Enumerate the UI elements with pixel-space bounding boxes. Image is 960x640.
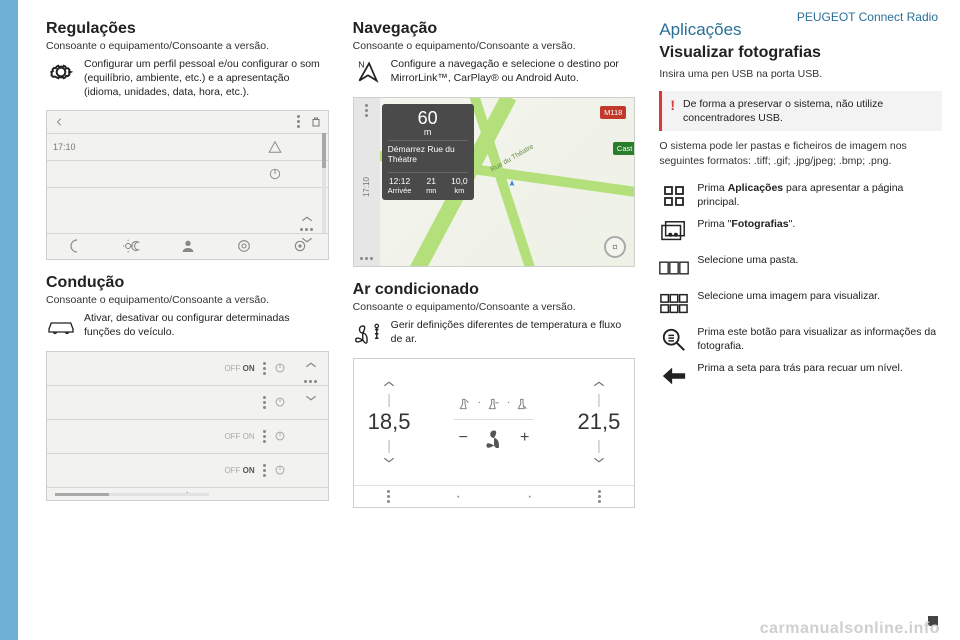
conducao-title: Condução [46, 274, 329, 292]
nav-distance: 60 [388, 109, 468, 127]
nav-destination: Démarrez Rue du Théatre [388, 140, 468, 164]
temp-left: 18,5 [368, 409, 411, 435]
temp-down-right[interactable] [592, 455, 606, 465]
apps-item: Prima Aplicações para apresentar a págin… [697, 181, 942, 209]
regulacoes-subtitle: Consoante o equipamento/Consoante a vers… [46, 40, 329, 52]
nav-menu-icon[interactable] [365, 104, 368, 117]
chevron-up-icon[interactable] [304, 360, 318, 370]
nav-sidebar: 17:10 [354, 98, 380, 266]
moon-icon[interactable] [67, 238, 83, 254]
column-2: Navegação Consoante o equipamento/Consoa… [353, 12, 636, 640]
ac-desc: Gerir definições diferentes de temperatu… [391, 318, 636, 346]
warning-text: De forma a preservar o sistema, não util… [683, 97, 934, 125]
back-item: Prima a seta para trás para recuar um ní… [697, 361, 902, 375]
edge-bar [0, 0, 18, 640]
regulacoes-title: Regulações [46, 20, 329, 38]
gear-icon [46, 57, 76, 87]
folder-item: Selecione uma pasta. [697, 253, 798, 267]
regulacoes-panel: 17:10 [46, 110, 329, 260]
menu-icon[interactable] [297, 115, 300, 128]
column-1: Regulações Consoante o equipamento/Conso… [46, 12, 329, 640]
info-magnify-icon [659, 325, 689, 355]
column-3: Aplicações Visualizar fotografias Insira… [659, 12, 942, 640]
photos-item: Prima "Fotografias". [697, 217, 795, 231]
temp-down-left[interactable] [382, 455, 396, 465]
photos-icon [659, 217, 689, 247]
panel-time: 17:10 [53, 142, 76, 152]
cast-badge: Cast [613, 142, 635, 155]
power-small-icon[interactable] [274, 430, 286, 442]
road-badge: M118 [600, 106, 626, 119]
toggle-row[interactable]: OFF ON [47, 352, 328, 386]
power-small-icon[interactable] [274, 464, 286, 476]
navegacao-title: Navegação [353, 20, 636, 38]
conducao-desc: Ativar, desativar ou configurar determin… [84, 311, 329, 339]
image-grid-icon [659, 289, 689, 319]
formats-text: O sistema pode ler pastas e ficheiros de… [659, 139, 942, 168]
row-menu-icon[interactable] [263, 464, 266, 477]
chevron-down-icon[interactable] [304, 393, 318, 403]
power-icon[interactable] [268, 167, 282, 181]
apps-title: Aplicações [659, 20, 942, 40]
image-item: Selecione uma imagem para visualizar. [697, 289, 880, 303]
car-icon [46, 311, 76, 341]
watermark: carmanualsonline.info [760, 620, 940, 638]
info-item: Prima este botão para visualizar as info… [697, 325, 942, 353]
toggle-row[interactable] [47, 386, 328, 420]
row-menu-icon[interactable] [263, 430, 266, 443]
air-distribution[interactable]: · · [458, 397, 531, 411]
conducao-panel: OFF ON OFF ON OFF ON · [46, 351, 329, 501]
back-arrow-big-icon [659, 361, 689, 391]
folder-row-icon [659, 253, 689, 283]
row-menu-icon[interactable] [263, 362, 266, 375]
toggle-row[interactable]: OFF ON [47, 420, 328, 454]
ac-title: Ar condicionado [353, 281, 636, 299]
svg-text:N: N [358, 60, 364, 70]
ac-subtitle: Consoante o equipamento/Consoante a vers… [353, 301, 636, 313]
regulacoes-desc: Configurar um perfil pessoal e/ou config… [84, 57, 329, 100]
panel-dot: · [47, 487, 328, 498]
power-small-icon[interactable] [274, 396, 286, 408]
temp-up-left[interactable] [382, 379, 396, 389]
chevron-up-icon[interactable] [300, 214, 314, 224]
navegacao-desc: Configure a navegação e selecione o dest… [391, 57, 636, 85]
ac-menu-icon[interactable] [387, 490, 390, 503]
power-small-icon[interactable] [274, 362, 286, 374]
compass-icon: N [353, 57, 383, 87]
photos-intro: Insira uma pen USB na porta USB. [659, 68, 942, 80]
ac-menu-icon[interactable] [598, 490, 601, 503]
nav-distance-unit: m [388, 127, 468, 137]
settings-small-icon[interactable] [236, 238, 252, 254]
row-menu-icon[interactable] [263, 396, 266, 409]
dots-icon[interactable] [304, 380, 317, 383]
temp-right: 21,5 [578, 409, 621, 435]
nav-card: 60 m Démarrez Rue du Théatre 12:12Arrivé… [382, 104, 474, 200]
photos-title: Visualizar fotografias [659, 44, 942, 62]
apps-grid-icon [659, 181, 689, 211]
fan-speed[interactable]: − + [459, 428, 530, 448]
warning-box: ! De forma a preservar o sistema, não ut… [659, 91, 942, 131]
warning-mark-icon: ! [670, 97, 675, 113]
location-marker-icon [505, 179, 519, 193]
nav-time: 17:10 [362, 177, 371, 197]
profile-icon[interactable] [180, 238, 196, 254]
conducao-subtitle: Consoante o equipamento/Consoante a vers… [46, 294, 329, 306]
dots-icon[interactable] [300, 228, 314, 231]
temp-up-right[interactable] [592, 379, 606, 389]
warning-icon[interactable] [268, 140, 282, 154]
auto-brightness-icon[interactable] [123, 238, 141, 254]
trash-icon[interactable] [310, 115, 322, 129]
reg-scrollbar[interactable] [322, 133, 326, 233]
toggle-row[interactable]: OFF ON [47, 454, 328, 488]
nav-panel: Rue du Théatre 17:10 60 m Démarrez Rue d… [353, 97, 636, 267]
navegacao-subtitle: Consoante o equipamento/Consoante a vers… [353, 40, 636, 52]
back-arrow-icon[interactable] [53, 117, 67, 127]
ac-panel: | 18,5 | · · − [353, 358, 636, 508]
chevron-down-icon[interactable] [300, 235, 314, 245]
fan-icon [353, 318, 383, 348]
nav-dots-icon[interactable] [360, 257, 373, 260]
